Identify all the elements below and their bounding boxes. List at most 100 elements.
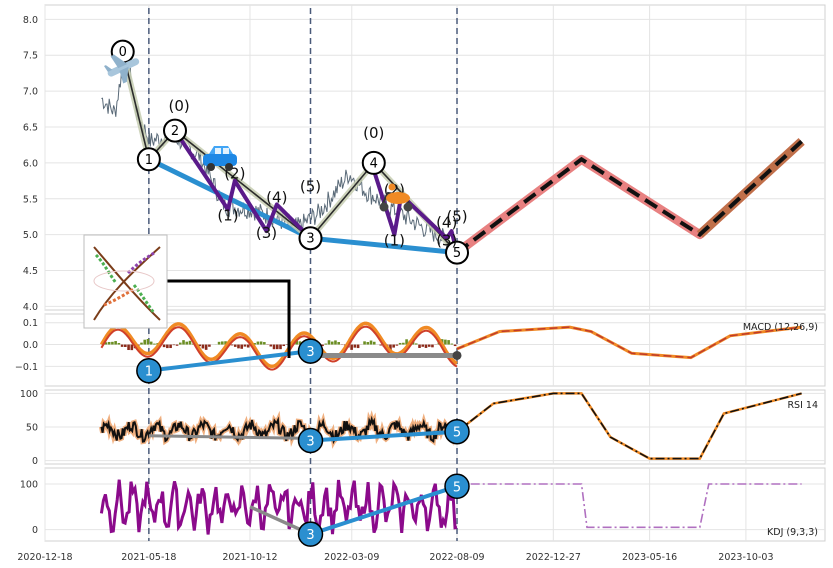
macd-marker-label: 3	[306, 345, 314, 360]
y-tick-label: −0.1	[15, 362, 38, 373]
macd-histogram-bar	[431, 344, 434, 348]
macd-histogram-bar	[353, 344, 357, 348]
macd-histogram-bar	[237, 344, 240, 349]
macd-histogram-bar	[259, 341, 263, 345]
macd-histogram-bar	[253, 343, 256, 345]
macd-histogram-bar	[272, 344, 276, 350]
wave-marker-label: 2	[171, 124, 179, 139]
y-tick-label: 100	[20, 389, 38, 400]
macd-label: MACD (12,26,9)	[743, 322, 818, 333]
y-tick-label: 0.0	[23, 340, 38, 351]
macd-histogram-bar	[120, 344, 124, 347]
x-tick-label: 2022-03-09	[324, 552, 379, 563]
macd-histogram-bar	[395, 344, 399, 346]
macd-histogram-bar	[414, 343, 418, 345]
rsi-panel: 35	[98, 392, 802, 460]
rsi-marker-label: 5	[453, 426, 461, 441]
x-tick-label: 2020-12-18	[17, 552, 72, 563]
macd-histogram-bar	[204, 344, 208, 350]
panel-frame	[44, 4, 826, 311]
macd-histogram-bar	[405, 339, 408, 345]
macd-histogram-bar	[117, 343, 121, 345]
macd-histogram-bar	[221, 341, 224, 345]
forecast-dashed-line	[455, 139, 803, 255]
macd-marker-label: 1	[145, 365, 153, 380]
y-tick-label: 100	[20, 479, 38, 490]
y-tick-label: 4.5	[23, 266, 38, 277]
macd-histogram-bar	[350, 344, 353, 350]
macd-histogram-bar	[114, 341, 117, 345]
y-tick-label: 8.0	[23, 15, 38, 26]
wave-marker-label: 3	[306, 232, 314, 247]
macd-histogram-bar	[240, 344, 244, 349]
macd-histogram-bar	[169, 344, 172, 349]
macd-histogram-bar	[402, 342, 405, 345]
macd-histogram-bar	[279, 344, 282, 350]
macd-histogram-bar	[182, 340, 185, 345]
macd-histogram-bar	[366, 342, 370, 345]
macd-histogram-bar	[330, 341, 334, 345]
kdj-marker-label: 3	[306, 528, 314, 543]
x-tick-label: 2023-05-16	[622, 552, 677, 563]
rsi-marker-label: 3	[306, 434, 314, 449]
macd-histogram-bar	[444, 339, 447, 345]
wave-marker	[136, 147, 161, 172]
grid-layer	[44, 4, 826, 542]
wave-marker-label: 4	[370, 156, 378, 171]
macd-trendline	[148, 349, 311, 373]
macd-histogram-bar	[324, 343, 328, 345]
kdj-forecast-line	[456, 483, 802, 529]
macd-panel: 13	[99, 321, 802, 384]
x-tick-label: 2022-08-09	[429, 552, 484, 563]
macd-histogram-bar	[418, 344, 421, 348]
wave-marker-label: 5	[453, 246, 461, 261]
macd-histogram-bar	[372, 341, 376, 345]
macd-histogram-bar	[243, 344, 247, 347]
pointer-line	[143, 279, 291, 358]
rsi-line	[100, 415, 458, 446]
sub-wave-2	[371, 169, 459, 254]
sub-wave-label: (0)	[169, 97, 190, 115]
macd-histogram-bar	[198, 344, 201, 347]
macd-histogram-bar	[392, 344, 395, 348]
x-tick-label: 2022-12-27	[526, 552, 581, 563]
macd-marker	[136, 357, 162, 384]
macd-histogram-bar	[124, 344, 127, 347]
sub-wave-label: (3)	[256, 224, 277, 242]
sub-wave-label: (5)	[446, 208, 467, 226]
kdj-trendline	[309, 484, 458, 537]
macd-histogram-bar	[424, 344, 428, 348]
kdj-marker-label: 5	[453, 480, 461, 495]
kdj-label: KDJ (9,3,3)	[767, 527, 818, 538]
wave-marker-label: 1	[145, 153, 153, 168]
macd-histogram-bar	[224, 341, 227, 345]
x-tick-label: 2021-05-18	[121, 552, 176, 563]
macd-histogram-bar	[327, 340, 331, 345]
macd-histogram-bar	[201, 344, 205, 349]
macd-forecast-signal	[456, 326, 802, 359]
wave-marker	[361, 150, 386, 175]
y-tick-label: 0	[32, 525, 38, 536]
macd-histogram-bar	[450, 343, 454, 345]
macd-histogram-bar	[453, 344, 457, 347]
macd-histogram-bar	[149, 341, 153, 345]
kdj-marker	[444, 473, 470, 499]
macd-histogram-bar	[263, 342, 266, 345]
macd-histogram-bar	[130, 344, 134, 351]
y-tick-label: 4.0	[23, 302, 38, 313]
wave-marker	[445, 240, 470, 265]
macd-grey-dot	[452, 350, 462, 360]
macd-histogram-bar	[107, 341, 111, 345]
macd-histogram-bar	[104, 342, 108, 345]
panel-frame	[44, 467, 826, 542]
rsi-grey-line	[148, 434, 311, 440]
macd-histogram-bar	[166, 344, 169, 349]
rsi-trendline	[310, 429, 458, 443]
y-tick-label: 6.0	[23, 158, 38, 169]
y-tick-label: 5.0	[23, 230, 38, 241]
price-panel: 012345(0)(2)(1)(4)(3)(5)(0)(2)(1)(4)(5)(…	[101, 39, 805, 265]
macd-histogram-bar	[427, 344, 431, 347]
macd-histogram-bar	[178, 342, 182, 345]
sub-wave-1	[173, 129, 312, 240]
